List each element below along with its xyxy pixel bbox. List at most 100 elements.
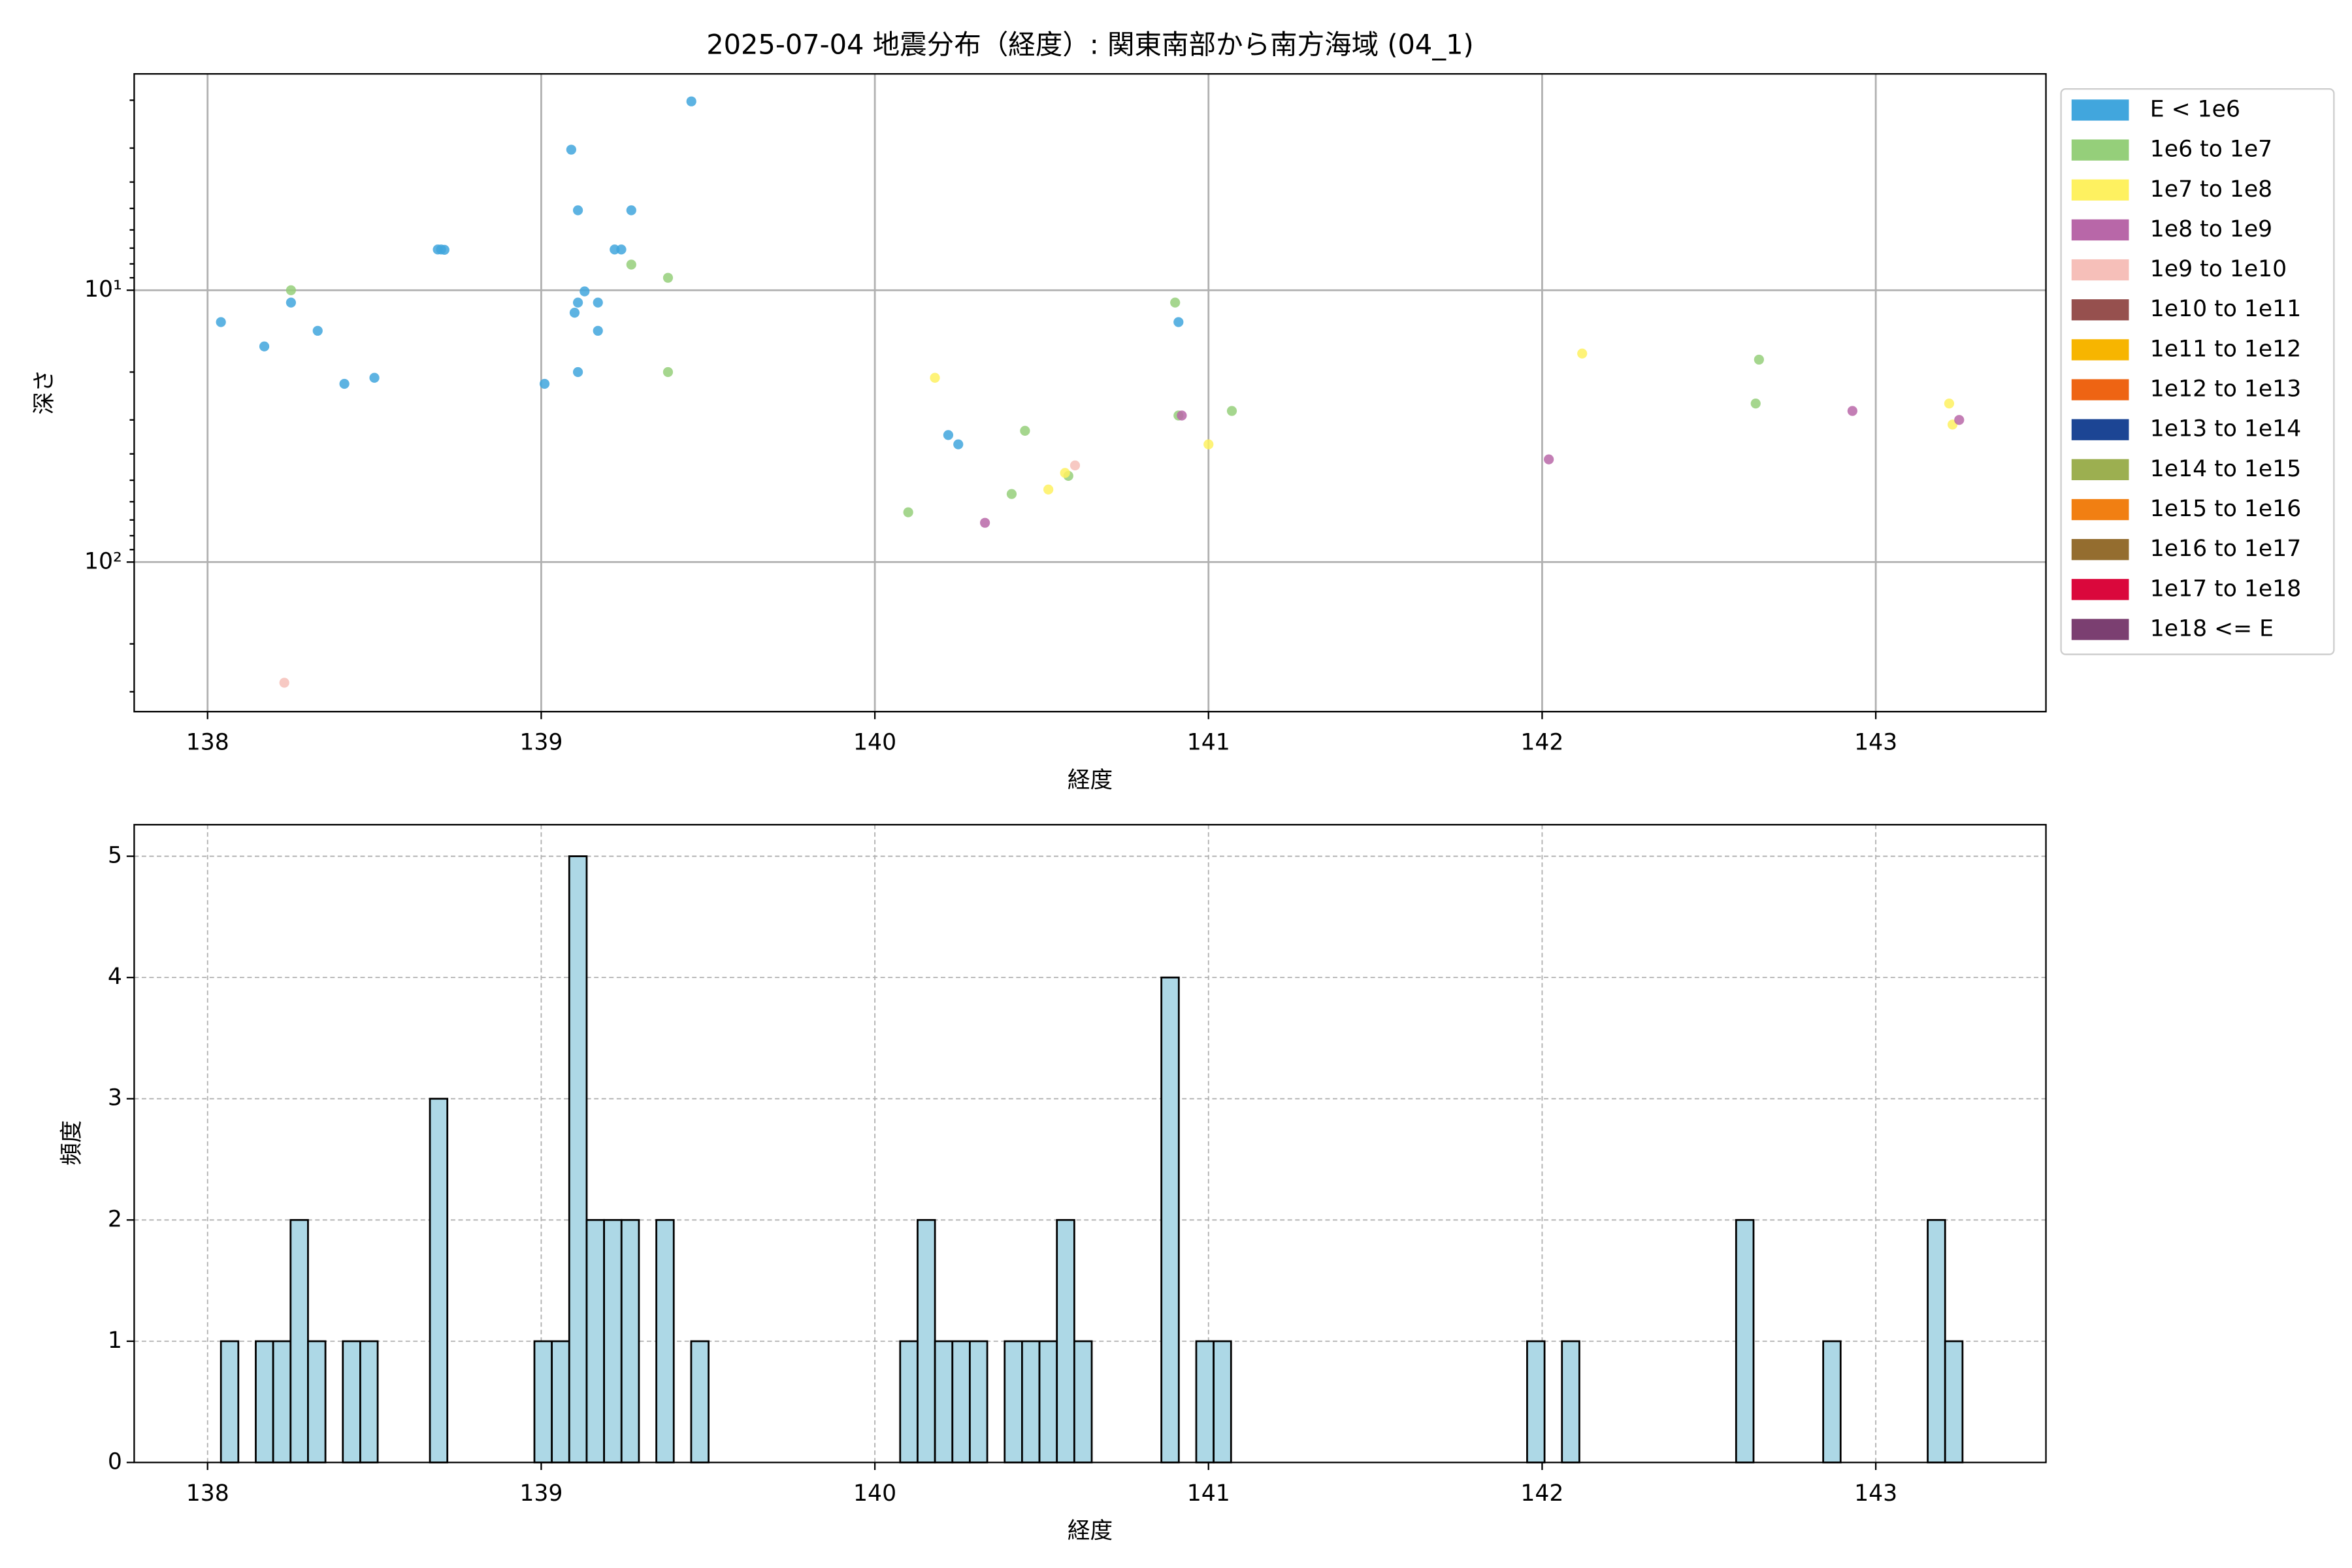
histogram-bar bbox=[603, 1218, 623, 1463]
histogram-bar bbox=[1004, 1340, 1023, 1463]
data-point bbox=[566, 144, 576, 155]
data-point bbox=[259, 341, 270, 351]
histogram-bar bbox=[951, 1340, 971, 1463]
histogram-bar bbox=[1213, 1340, 1232, 1463]
legend-label: 1e14 to 1e15 bbox=[2150, 456, 2301, 482]
axes-frame bbox=[133, 73, 2047, 713]
data-point bbox=[1226, 406, 1237, 416]
legend-label: 1e13 to 1e14 bbox=[2150, 416, 2301, 442]
data-point bbox=[572, 205, 583, 216]
data-point bbox=[1070, 460, 1081, 470]
data-point bbox=[1944, 398, 1955, 409]
histogram-bar bbox=[585, 1218, 606, 1463]
legend-swatch bbox=[2071, 99, 2129, 121]
data-point bbox=[979, 517, 990, 528]
legend-swatch bbox=[2071, 139, 2129, 161]
data-point bbox=[1954, 415, 1965, 425]
data-point bbox=[572, 367, 583, 378]
x-tick-label: 143 bbox=[1854, 730, 1897, 756]
legend-label: 1e15 to 1e16 bbox=[2150, 496, 2301, 522]
data-point bbox=[572, 297, 583, 308]
legend-swatch bbox=[2071, 179, 2129, 201]
legend-swatch bbox=[2071, 419, 2129, 440]
histogram-bar bbox=[220, 1340, 240, 1463]
y-axis-label: 深さ bbox=[31, 369, 57, 414]
legend-swatch bbox=[2071, 299, 2129, 321]
histogram-bar bbox=[917, 1218, 936, 1463]
x-tick-label: 143 bbox=[1854, 1480, 1897, 1507]
legend-swatch bbox=[2071, 459, 2129, 480]
legend-swatch bbox=[2071, 339, 2129, 361]
legend-label: 1e16 to 1e17 bbox=[2150, 536, 2301, 562]
data-point bbox=[1577, 348, 1588, 359]
y-tick-label: 4 bbox=[108, 964, 122, 990]
histogram-bar bbox=[1038, 1340, 1058, 1463]
data-point bbox=[369, 372, 380, 383]
histogram-bar bbox=[1526, 1340, 1546, 1463]
legend-swatch bbox=[2071, 579, 2129, 600]
histogram-bar bbox=[255, 1340, 274, 1463]
y-tick-label: 10² bbox=[84, 548, 122, 574]
histogram-bar bbox=[1735, 1218, 1755, 1463]
data-point bbox=[1847, 406, 1857, 416]
data-point bbox=[662, 367, 674, 378]
data-point bbox=[539, 378, 550, 389]
data-point bbox=[1020, 425, 1030, 436]
data-point bbox=[1173, 317, 1184, 327]
y-tick-label: 0 bbox=[108, 1448, 122, 1475]
x-tick-label: 139 bbox=[519, 1480, 563, 1507]
x-axis-label: 経度 bbox=[1068, 767, 1113, 793]
data-point bbox=[616, 244, 627, 255]
histogram-bar bbox=[533, 1340, 553, 1463]
data-point bbox=[930, 372, 940, 383]
histogram-bar bbox=[969, 1340, 988, 1463]
histogram-bar bbox=[289, 1218, 309, 1463]
histogram-bar bbox=[655, 1218, 675, 1463]
data-point bbox=[593, 297, 603, 308]
histogram-bar bbox=[1195, 1340, 1215, 1463]
legend-swatch bbox=[2071, 619, 2129, 640]
x-tick-label: 142 bbox=[1520, 730, 1563, 756]
histogram-bar bbox=[620, 1218, 640, 1463]
data-point bbox=[1006, 489, 1017, 499]
histogram-bar bbox=[359, 1340, 379, 1463]
legend-box bbox=[2060, 88, 2335, 655]
histogram-bar bbox=[1160, 976, 1180, 1463]
data-point bbox=[1060, 468, 1070, 478]
data-point bbox=[626, 259, 636, 270]
data-point bbox=[593, 325, 603, 336]
legend-swatch bbox=[2071, 379, 2129, 400]
y-axis-label: 頻度 bbox=[59, 1120, 85, 1166]
data-point bbox=[286, 297, 297, 308]
histogram-bar bbox=[568, 855, 588, 1463]
x-tick-label: 138 bbox=[186, 730, 229, 756]
data-point bbox=[1750, 398, 1761, 409]
x-tick-label: 142 bbox=[1520, 1480, 1563, 1507]
data-point bbox=[279, 678, 289, 688]
legend-label: 1e10 to 1e11 bbox=[2150, 296, 2301, 322]
histogram-bar bbox=[1822, 1340, 1842, 1463]
x-tick-label: 138 bbox=[186, 1480, 229, 1507]
legend-label: 1e12 to 1e13 bbox=[2150, 376, 2301, 402]
histogram-bar bbox=[1073, 1340, 1093, 1463]
legend-swatch bbox=[2071, 259, 2129, 281]
legend-label: 1e6 to 1e7 bbox=[2150, 137, 2272, 163]
histogram-bar bbox=[690, 1340, 710, 1463]
chart-title: 2025-07-04 地震分布（経度）: 関東南部から南方海域 (04_1) bbox=[706, 29, 1474, 61]
x-tick-label: 140 bbox=[853, 730, 896, 756]
x-tick-label: 141 bbox=[1187, 730, 1230, 756]
data-point bbox=[1170, 297, 1181, 308]
histogram-bar bbox=[272, 1340, 292, 1463]
data-point bbox=[569, 308, 580, 318]
x-axis-label: 経度 bbox=[1068, 1518, 1113, 1544]
data-point bbox=[1203, 439, 1214, 449]
legend-label: 1e17 to 1e18 bbox=[2150, 576, 2301, 602]
histogram-bar bbox=[1927, 1218, 1946, 1463]
data-point bbox=[626, 205, 636, 216]
x-tick-label: 141 bbox=[1187, 1480, 1230, 1507]
y-tick-label: 1 bbox=[108, 1328, 122, 1354]
data-point bbox=[286, 285, 297, 295]
histogram-bar bbox=[551, 1340, 570, 1463]
y-tick-label: 3 bbox=[108, 1085, 122, 1111]
